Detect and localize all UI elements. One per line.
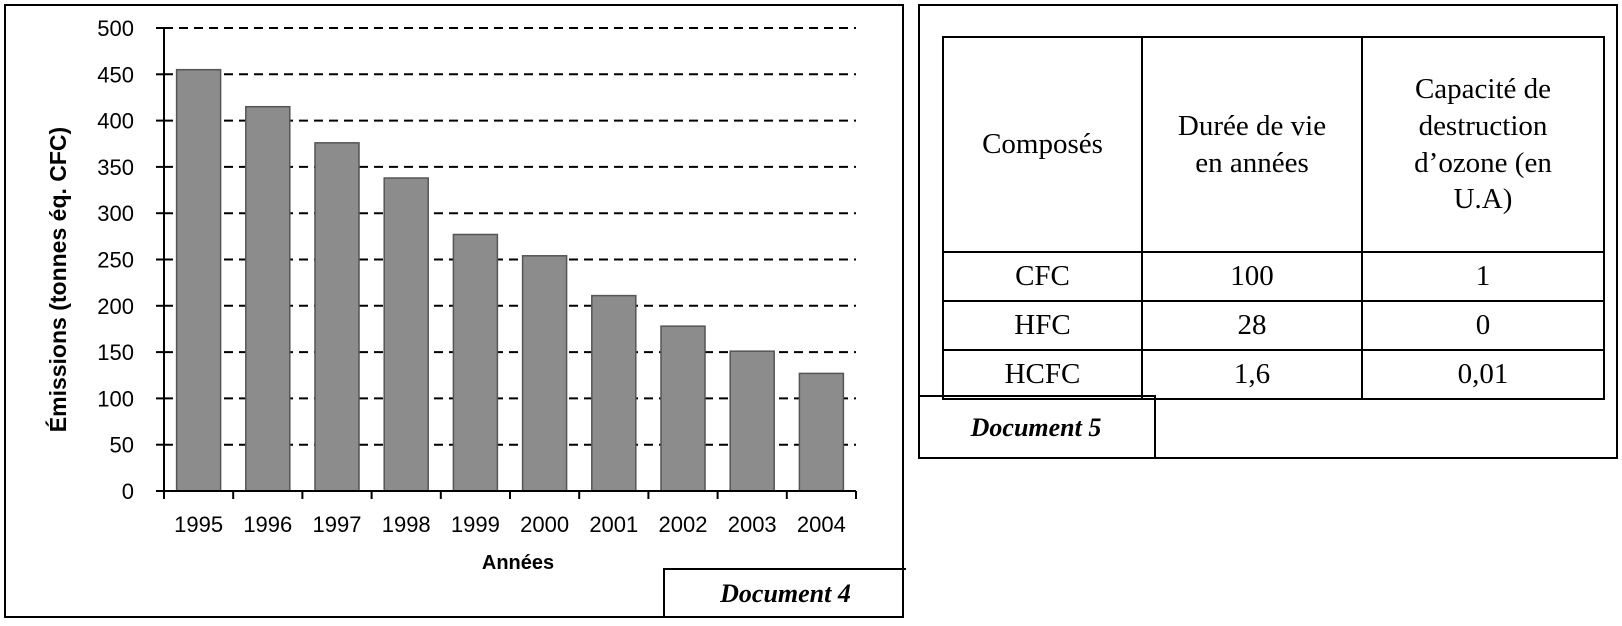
table-cell: 1 (1361, 251, 1605, 302)
y-axis-title: Émissions (tonnes éq. CFC) (44, 127, 71, 432)
x-tick-label: 1995 (174, 512, 223, 537)
document-5-table-panel: Composés Durée de vie en années Capacité… (918, 4, 1618, 459)
y-tick-label: 450 (97, 62, 134, 87)
header-capacite-destruction: Capacité de destruction d’ozone (en U.A) (1361, 36, 1605, 253)
y-tick-label: 400 (97, 109, 134, 134)
y-tick-label: 300 (97, 201, 134, 226)
bar-chart: 0 50 100 150 200 250 300 350 400 450 500 1995 1996 19… (44, 16, 857, 574)
bar-1997 (314, 142, 360, 492)
document-5-label: Document 5 (918, 395, 1156, 459)
bar-1995 (175, 68, 222, 492)
header-composes: Composés (942, 36, 1143, 253)
x-axis-title: Années (482, 552, 554, 574)
y-tick-label: 350 (97, 155, 134, 180)
bar-1999 (452, 233, 499, 492)
table-row: CFC 100 1 (942, 251, 1605, 302)
y-tick-label: 0 (122, 479, 134, 504)
table-cell: 28 (1141, 300, 1363, 351)
bar-2000 (521, 255, 568, 492)
table-cell: HCFC (942, 349, 1143, 400)
y-tick-label: 250 (97, 248, 134, 273)
bar-2004 (798, 372, 845, 492)
y-tick-label: 200 (97, 294, 134, 319)
x-tick-label: 2000 (520, 512, 569, 537)
table-row: HFC 28 0 (942, 300, 1605, 351)
y-tick-label: 50 (110, 433, 134, 458)
x-tick-label: 1996 (243, 512, 292, 537)
table-cell: 0 (1361, 300, 1605, 351)
compounds-table: Composés Durée de vie en années Capacité… (942, 36, 1605, 400)
header-duree-de-vie-text: Durée de vie en années (1177, 109, 1327, 179)
bar-2002 (660, 325, 706, 492)
document-4-chart-panel: 0 50 100 150 200 250 300 350 400 450 500 1995 1996 19… (4, 4, 906, 618)
bar-1996 (245, 105, 291, 492)
document-4-label: Document 4 (663, 568, 906, 618)
x-tick-label: 2003 (728, 512, 777, 537)
bar-1998 (383, 177, 429, 492)
x-tick-label: 1997 (313, 512, 362, 537)
bar-2001 (591, 294, 637, 492)
table-cell: HFC (942, 300, 1143, 351)
x-tick-label: 1999 (451, 512, 500, 537)
bar-2003 (729, 350, 775, 492)
x-tick-label: 2002 (659, 512, 708, 537)
table-cell: CFC (942, 251, 1143, 302)
x-tick-label: 2001 (589, 512, 638, 537)
x-tick-label: 2004 (797, 512, 846, 537)
table-row: HCFC 1,6 0,01 (942, 349, 1605, 400)
header-duree-de-vie: Durée de vie en années (1141, 36, 1363, 253)
table-header-row: Composés Durée de vie en années Capacité… (942, 36, 1605, 253)
table-cell: 100 (1141, 251, 1363, 302)
table-cell: 1,6 (1141, 349, 1363, 400)
y-tick-label: 150 (97, 340, 134, 365)
header-capacite-text: Capacité de destruction d’ozone (en U.A) (1414, 72, 1552, 216)
y-tick-label: 500 (97, 16, 134, 41)
y-tick-label: 100 (97, 386, 134, 411)
x-tick-label: 1998 (382, 512, 431, 537)
table-cell: 0,01 (1361, 349, 1605, 400)
